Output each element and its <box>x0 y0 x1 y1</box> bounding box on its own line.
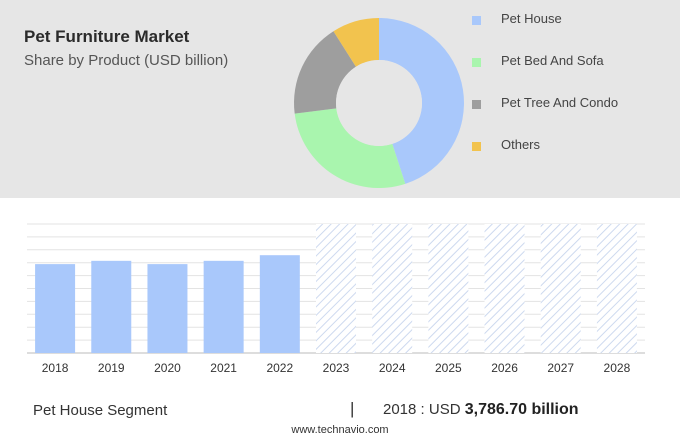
legend-label-pet-bed-and-sofa: Pet Bed And Sofa <box>501 53 604 68</box>
legend-label-pet-tree-and-condo: Pet Tree And Condo <box>501 95 619 110</box>
legend-swatch-pet-bed-and-sofa <box>472 58 481 67</box>
bar-chart: 2018 2019 2020 2021 2022 2023 2024 2025 2026 2027… <box>27 223 645 375</box>
source-url: www.technavio.com <box>291 424 389 436</box>
footer-divider: | <box>350 399 355 418</box>
donut-slice-others <box>333 18 379 67</box>
bar-2019 <box>91 260 132 353</box>
segment-label: Pet House Segment <box>33 402 168 419</box>
legend-label-others: Others <box>501 137 541 152</box>
donut-slice-pet-tree-and-condo <box>294 31 356 114</box>
x-tick-label-2027: 2027 <box>547 361 574 375</box>
forecast-bar-2024 <box>372 224 413 353</box>
legend-swatch-pet-house <box>472 16 481 25</box>
x-tick-label-2028: 2028 <box>604 361 631 375</box>
x-tick-label-2024: 2024 <box>379 361 406 375</box>
donut-slice-pet-house <box>379 18 464 184</box>
bar-2018 <box>35 264 76 353</box>
legend-label-pet-house: Pet House <box>501 11 562 26</box>
bar-2021 <box>203 260 244 353</box>
x-tick-label-2019: 2019 <box>98 361 125 375</box>
legend-item-pet-tree-and-condo: Pet Tree And Condo <box>472 94 672 114</box>
legend-item-pet-house: Pet House <box>472 10 672 30</box>
donut-chart <box>294 18 464 188</box>
donut-slice-pet-bed-and-sofa <box>294 108 406 188</box>
chart-subtitle: Share by Product (USD billion) <box>24 52 229 69</box>
x-tick-label-2021: 2021 <box>210 361 237 375</box>
forecast-bar-2027 <box>540 224 581 353</box>
forecast-bar-2025 <box>428 224 469 353</box>
x-tick-label-2020: 2020 <box>154 361 181 375</box>
legend-item-pet-bed-and-sofa: Pet Bed And Sofa <box>472 52 672 72</box>
legend-swatch-others <box>472 142 481 151</box>
segment-year-prefix: 2018 : USD <box>383 401 465 418</box>
forecast-bar-2028 <box>596 224 637 353</box>
chart-title: Pet Furniture Market <box>24 27 190 46</box>
x-tick-label-2026: 2026 <box>491 361 518 375</box>
x-tick-label-2022: 2022 <box>266 361 293 375</box>
forecast-bar-2023 <box>316 224 356 353</box>
donut-hole <box>336 60 422 146</box>
legend-swatch-pet-tree-and-condo <box>472 100 481 109</box>
legend-item-others: Others <box>472 136 672 156</box>
segment-value-amount: 3,786.70 billion <box>464 401 579 418</box>
x-tick-label-2023: 2023 <box>323 361 350 375</box>
segment-value: 2018 : USD 3,786.70 billion <box>383 401 579 419</box>
bar-2022 <box>259 255 300 353</box>
forecast-bar-2026 <box>484 224 525 353</box>
bar-2020 <box>147 264 188 353</box>
x-tick-label-2025: 2025 <box>435 361 462 375</box>
x-tick-label-2018: 2018 <box>42 361 69 375</box>
